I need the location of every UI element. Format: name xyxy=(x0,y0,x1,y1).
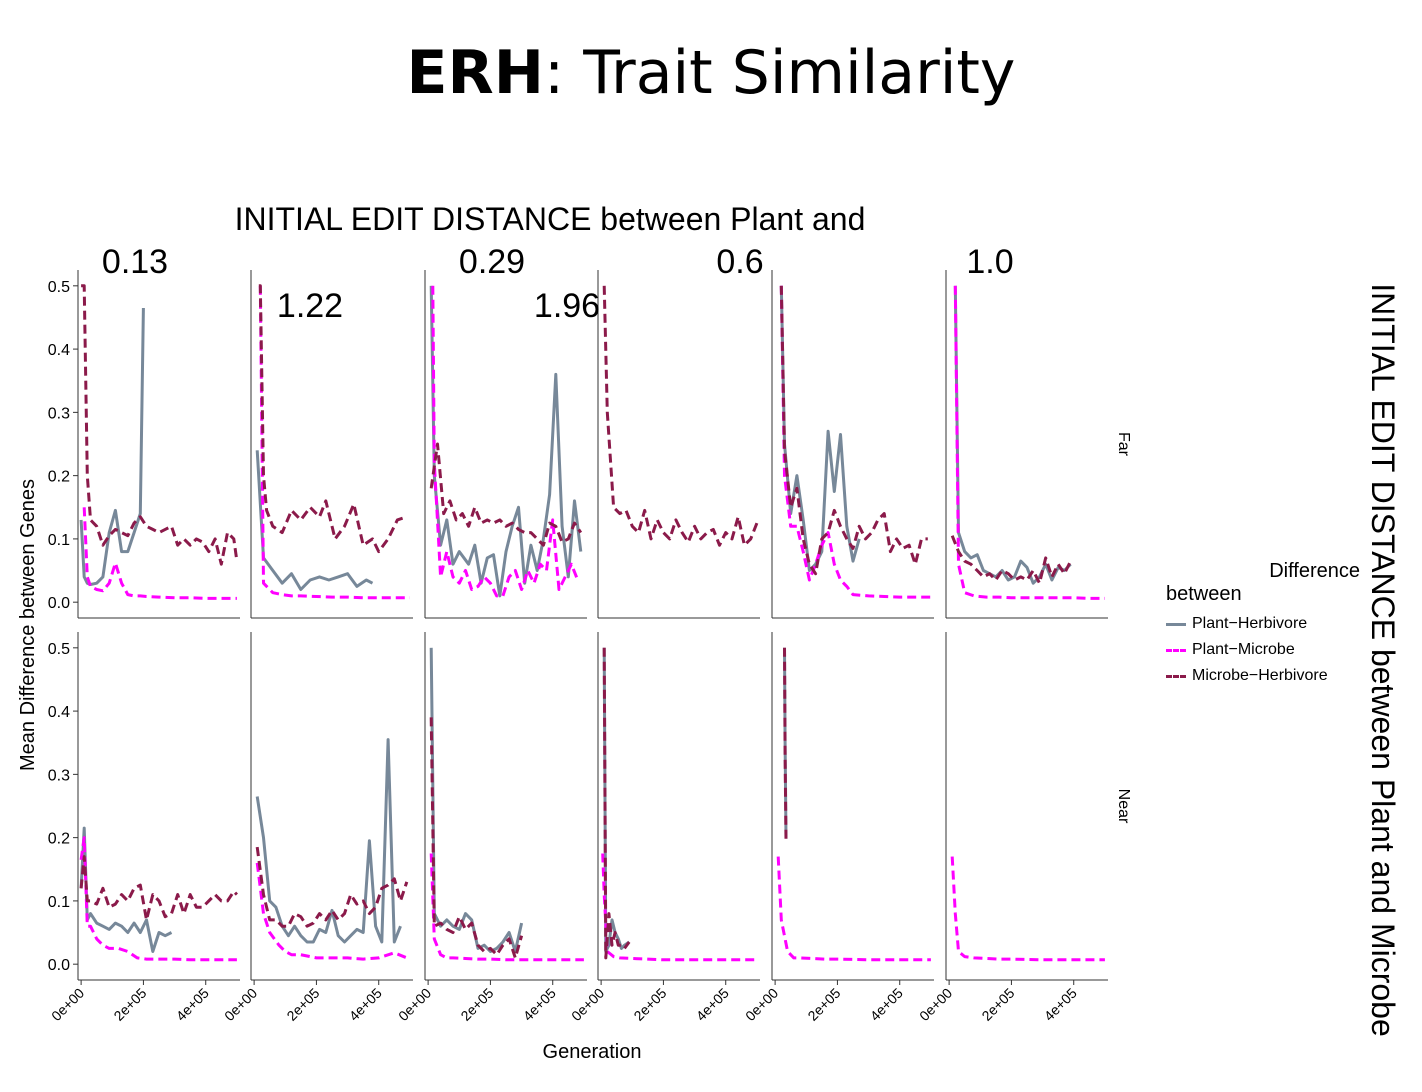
legend-swatch xyxy=(1166,648,1186,652)
series-line xyxy=(79,855,238,922)
x-tick-label: 2e+05 xyxy=(630,985,669,1024)
column-value-label: 0.13 xyxy=(102,243,168,281)
x-tick-label: 2e+05 xyxy=(457,985,496,1024)
series-line xyxy=(602,285,759,547)
x-tick-label: 0e+00 xyxy=(221,985,260,1024)
series-line xyxy=(429,442,583,547)
x-tick-label: 2e+05 xyxy=(804,985,843,1024)
column-value-label: 1.0 xyxy=(966,243,1013,281)
panel xyxy=(79,284,239,600)
x-tick-label: 2e+05 xyxy=(283,985,322,1024)
legend-label: Plant−Herbivore xyxy=(1192,615,1308,632)
x-tick-label: 0e+00 xyxy=(742,985,781,1024)
y-tick-label: 0.1 xyxy=(48,894,70,911)
series-line xyxy=(779,285,928,576)
row-strip-label: Far xyxy=(1115,432,1132,457)
y-tick-label: 0.0 xyxy=(48,957,70,974)
slide-title-rest: : Trait Similarity xyxy=(543,38,1016,108)
legend-item: Plant−Microbe xyxy=(1166,638,1295,662)
slide-title: ERH: Trait Similarity xyxy=(0,38,1422,108)
series-line xyxy=(953,285,1072,585)
series-line xyxy=(255,862,411,961)
panel xyxy=(429,647,584,962)
panel xyxy=(950,856,1105,962)
panel xyxy=(601,647,757,962)
series-line xyxy=(255,450,374,591)
slide-title-bold: ERH xyxy=(406,38,544,108)
series-line xyxy=(82,507,237,600)
series-line xyxy=(79,836,237,962)
series-line xyxy=(255,738,402,944)
x-tick-label: 4e+05 xyxy=(346,985,385,1024)
x-tick-label: 0e+00 xyxy=(568,985,607,1024)
series-line xyxy=(950,856,1105,962)
panel-grid: 0.0 0.1 0.2 0.3 0.4 0.5 Far 0.0 0.1 0.2 0.3 0.4 0.5 0… xyxy=(48,243,1132,1024)
legend-label: Microbe−Herbivore xyxy=(1192,667,1328,684)
panel xyxy=(79,826,238,962)
panel xyxy=(255,738,411,961)
series-line xyxy=(79,307,145,586)
y-tick-label: 0.0 xyxy=(48,595,70,612)
x-tick-label: 4e+05 xyxy=(693,985,732,1024)
y-tick-label: 0.3 xyxy=(48,767,70,784)
legend-label: Plant−Microbe xyxy=(1192,641,1295,658)
x-tick-label: 0e+00 xyxy=(48,985,87,1024)
series-line xyxy=(429,853,584,962)
series-line xyxy=(953,285,1105,600)
panel-annotation: 1.22 xyxy=(277,287,343,325)
y-tick-label: 0.5 xyxy=(48,641,70,658)
panel-annotation: 1.96 xyxy=(534,287,600,325)
panel xyxy=(779,285,931,599)
x-tick-label: 4e+05 xyxy=(867,985,906,1024)
series-line xyxy=(776,856,931,962)
y-tick-label: 0.2 xyxy=(48,831,70,848)
series-line xyxy=(258,284,408,554)
series-line xyxy=(950,535,1072,585)
panel xyxy=(776,647,931,962)
series-line xyxy=(601,853,757,962)
y-axis-title: Mean Difference between Genes xyxy=(17,479,39,771)
row-strip-label: Near xyxy=(1115,789,1132,824)
legend-title: Difference between xyxy=(1166,560,1360,605)
series-line xyxy=(429,647,524,953)
series-line xyxy=(81,284,239,566)
series-line xyxy=(258,285,410,600)
x-tick-label: 4e+05 xyxy=(173,985,212,1024)
y-tick-label: 0.3 xyxy=(48,405,70,422)
column-value-label: 0.29 xyxy=(459,243,525,281)
x-tick-label: 2e+05 xyxy=(978,985,1017,1024)
legend-swatch xyxy=(1166,674,1186,678)
legend-item: Microbe−Herbivore xyxy=(1166,664,1328,688)
series-line xyxy=(783,647,788,841)
series-line xyxy=(779,285,931,599)
legend-swatch xyxy=(1166,622,1186,626)
series-line xyxy=(431,285,580,598)
x-tick-label: 2e+05 xyxy=(110,985,149,1024)
y-tick-label: 0.5 xyxy=(48,279,70,296)
x-tick-label: 0e+00 xyxy=(916,985,955,1024)
x-tick-label: 4e+05 xyxy=(520,985,559,1024)
panel xyxy=(950,285,1105,600)
x-tick-label: 0e+00 xyxy=(395,985,434,1024)
x-axis-title: Generation xyxy=(543,1041,642,1063)
series-line xyxy=(429,717,524,960)
series-line xyxy=(255,846,409,928)
column-header: INITIAL EDIT DISTANCE between Plant and xyxy=(235,201,866,237)
series-line xyxy=(602,647,631,960)
y-tick-label: 0.4 xyxy=(48,704,70,721)
legend-item: Plant−Herbivore xyxy=(1166,612,1307,636)
column-value-label: 0.6 xyxy=(716,243,763,281)
y-tick-label: 0.4 xyxy=(48,342,70,359)
series-line xyxy=(602,647,631,953)
panel xyxy=(602,285,759,547)
row-header: INITIAL EDIT DISTANCE between Plant and … xyxy=(1365,283,1401,1036)
y-tick-label: 0.1 xyxy=(48,532,70,549)
y-tick-label: 0.2 xyxy=(48,469,70,486)
panel xyxy=(255,284,410,600)
x-tick-label: 4e+05 xyxy=(1041,985,1080,1024)
panel xyxy=(429,285,583,598)
series-line xyxy=(429,285,583,598)
series-line xyxy=(79,826,173,953)
